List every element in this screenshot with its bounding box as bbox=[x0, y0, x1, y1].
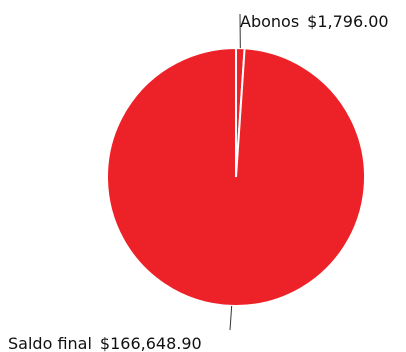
slice-label-value: $166,648.90 bbox=[100, 334, 202, 352]
slice-label-name: Abonos bbox=[240, 12, 299, 31]
slice-label-abonos: Abonos $1,796.00 bbox=[240, 12, 389, 31]
slice-label-value: $1,796.00 bbox=[307, 12, 388, 31]
slice-label-name: Saldo final bbox=[8, 334, 92, 352]
slice-label-saldo-final: Saldo final $166,648.90 bbox=[8, 334, 202, 352]
pie-slice-saldo-final bbox=[106, 46, 366, 307]
leader-line-saldo-final bbox=[229, 305, 233, 331]
